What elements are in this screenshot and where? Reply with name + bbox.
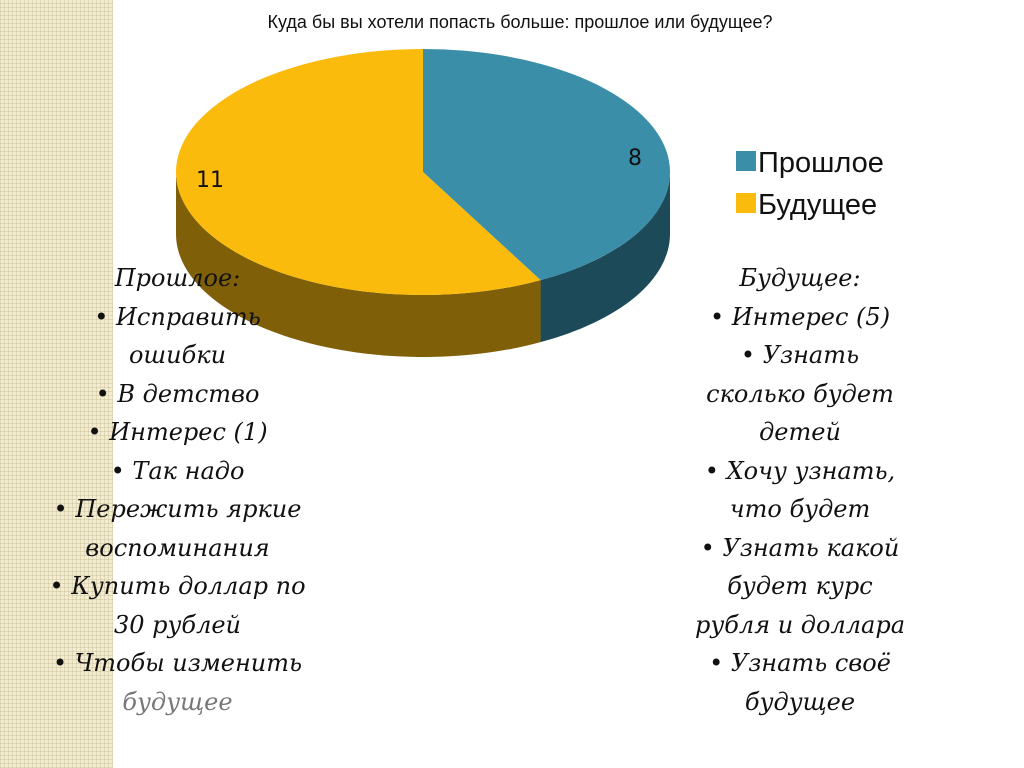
list-item: • Интерес (1) (87, 418, 268, 446)
list-item: • В детство (95, 379, 260, 408)
decorative-left-strip (0, 0, 113, 768)
list-item: • Интерес (5) (709, 302, 891, 331)
pie-slice-past (423, 49, 670, 281)
pie-slice-future (175, 49, 541, 295)
list-item: будет курс (727, 572, 873, 600)
list-item: будущее (744, 687, 856, 716)
past-reasons-list: Прошлое: • Исправить ошибки • В детство … (30, 259, 325, 721)
slice-label-future: 11 (196, 168, 224, 193)
legend-swatch-past (736, 151, 756, 171)
legend-label-past: Прошлое (758, 147, 884, 179)
list-item: будущее (122, 687, 233, 716)
list-item: • Узнать какой (700, 533, 900, 562)
pie-side-past (540, 172, 670, 343)
list-item: детей (759, 418, 841, 446)
list-item: воспоминания (85, 533, 270, 562)
list-item: • Исправить (94, 302, 261, 331)
list-item: • Купить доллар по (49, 572, 306, 600)
legend-swatch-future (736, 193, 756, 213)
chart-title: Куда бы вы хотели попасть больше: прошло… (267, 12, 773, 32)
list-item: 30 рублей (113, 610, 242, 639)
list-item: рубля и доллара (694, 610, 906, 639)
future-list-heading: Будущее: (739, 264, 861, 292)
legend-label-future: Будущее (758, 189, 878, 221)
future-reasons-list: Будущее: • Интерес (5) • Узнать сколько … (665, 259, 935, 721)
slice-label-past: 8 (628, 146, 642, 171)
pie-side-future (176, 172, 541, 357)
legend-item-past: Прошлое (736, 146, 884, 180)
list-item: что будет (729, 495, 871, 523)
legend-item-future: Будущее (736, 188, 877, 222)
list-item: • Пережить яркие (53, 495, 302, 523)
list-item: ошибки (128, 341, 227, 369)
past-list-heading: Прошлое: (114, 264, 241, 292)
list-item: • Узнать своё (709, 649, 891, 677)
list-item: • Узнать (740, 341, 860, 369)
list-item: • Так надо (110, 456, 245, 485)
list-item: • Чтобы изменить (52, 649, 303, 677)
list-item: сколько будет (706, 379, 894, 408)
list-item: • Хочу узнать, (704, 456, 896, 485)
